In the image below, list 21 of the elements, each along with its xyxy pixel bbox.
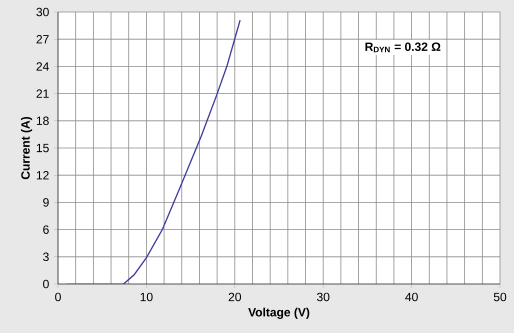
line-series	[66, 19, 241, 284]
x-axis-title: Voltage (V)	[248, 308, 310, 319]
y-tick-label: 18	[36, 116, 49, 126]
y-tick-label: 27	[36, 35, 49, 44]
y-tick-label: 9	[43, 198, 49, 207]
y-tick-label: 21	[36, 89, 49, 98]
y-tick-label: 3	[43, 252, 49, 262]
x-tick-label: 10	[140, 292, 153, 302]
y-tick-label: 12	[36, 171, 49, 180]
y-tick-label: 6	[43, 225, 49, 234]
y-axis-title: Current (A)	[20, 116, 32, 180]
y-tick-label: 24	[36, 62, 49, 71]
y-tick-label: 30	[36, 8, 49, 16]
x-tick-label: 20	[228, 292, 242, 302]
y-tick-label: 15	[36, 144, 49, 152]
x-tick-label: 50	[494, 292, 506, 302]
x-tick-label: 0	[55, 292, 61, 302]
x-tick-label: 40	[405, 292, 418, 302]
text: R$_{DYN}$ = 0.32 Ω	[365, 42, 440, 52]
y-tick-label: 0	[43, 280, 49, 288]
x-tick-label: 30	[316, 292, 330, 302]
